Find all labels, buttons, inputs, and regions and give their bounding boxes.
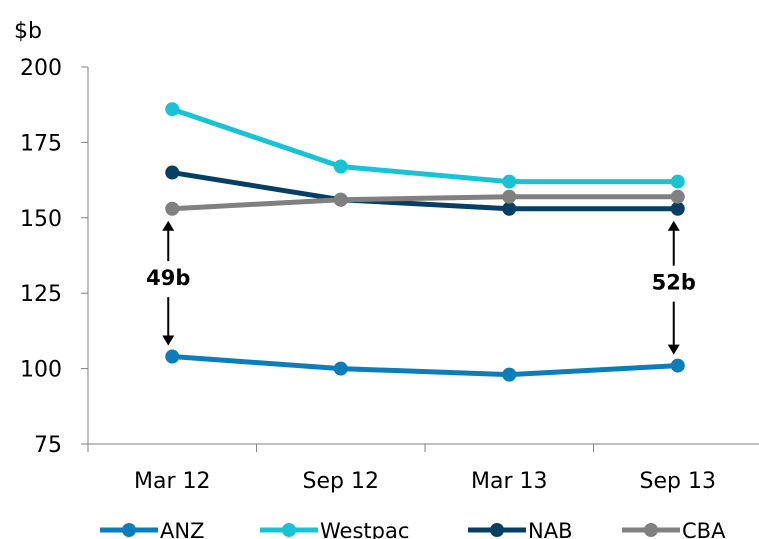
y-tick-label: 125 [20,282,62,307]
data-point [333,159,348,174]
arrow-head-up [667,220,680,231]
data-point [670,201,685,216]
arrow-head-down [667,344,680,355]
data-point [502,189,517,204]
data-point [670,189,685,204]
x-tick-labels: Mar 12 Sep 12 Mar 13 Sep 13 [134,469,716,494]
data-point [333,192,348,207]
series-line [169,354,681,378]
y-tick-label: 200 [20,56,62,81]
data-point [670,358,685,373]
y-axis-unit-label: $b [14,19,42,44]
legend-label: NAB [528,519,572,539]
legend-item-cba: CBA [622,519,726,539]
legend-marker [644,523,658,537]
annotations: 49b 52b [146,220,696,355]
axes [81,66,759,452]
y-tick-label: 75 [34,433,62,458]
series-line [169,170,681,212]
legend-label: CBA [682,519,726,539]
data-point [165,102,180,117]
legend-marker [122,523,136,537]
data-point [670,174,685,189]
x-tick-label: Mar 12 [134,469,211,494]
legend-label: ANZ [160,519,204,539]
gap-annotation: 52b [652,220,696,355]
data-point [502,174,517,189]
y-tick-label: 175 [20,131,62,156]
y-tick-label: 100 [20,358,62,383]
legend-marker [490,523,504,537]
series-anz [165,349,685,382]
gap-label: 52b [652,271,696,295]
series-lines [165,102,685,382]
y-tick-label: 150 [20,207,62,232]
legend-item-nab: NAB [468,519,572,539]
x-tick-label: Mar 13 [471,469,548,494]
legend-item-anz: ANZ [100,519,204,539]
data-point [502,367,517,382]
x-tick-label: Sep 12 [303,469,379,494]
data-point [165,165,180,180]
gap-annotation: 49b [146,220,190,346]
series-line [169,106,681,185]
series-line [169,194,681,212]
data-point [333,361,348,376]
legend-label: Westpac [320,519,409,539]
x-tick-label: Sep 13 [640,469,716,494]
legend-item-westpac: Westpac [260,519,409,539]
series-nab [165,165,685,216]
data-point [502,201,517,216]
data-point [165,201,180,216]
legend-marker [282,523,296,537]
data-point [165,349,180,364]
y-tick-labels: 75 100 125 150 175 200 [20,56,62,458]
series-westpac [165,102,685,189]
gap-label: 49b [146,266,190,290]
arrow-head-down [162,335,175,346]
legend: ANZ Westpac NAB CBA [100,519,726,539]
series-cba [165,189,685,216]
arrow-head-up [162,220,175,231]
